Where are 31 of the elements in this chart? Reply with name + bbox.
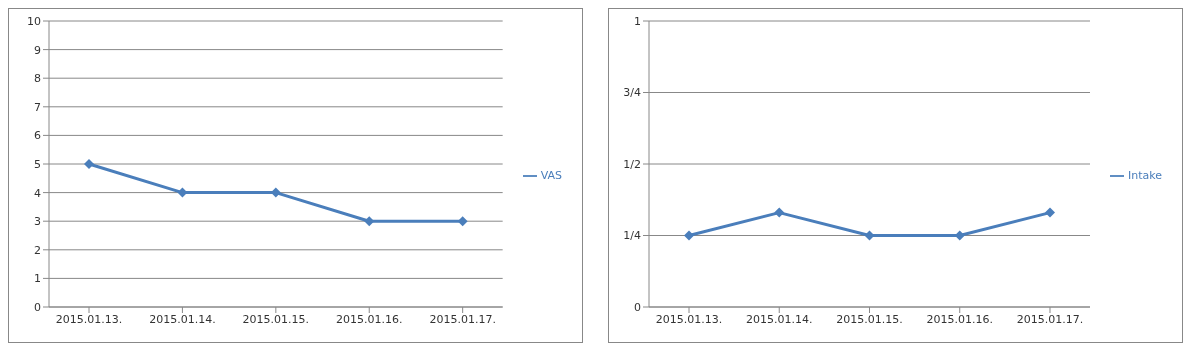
- y-tick-label: 0: [634, 300, 641, 314]
- x-tick-label: 2015.01.16.: [926, 312, 993, 326]
- y-tick-label: 3: [34, 215, 41, 229]
- x-tick-label: 2015.01.13.: [55, 312, 123, 326]
- x-tick-label: 2015.01.15.: [836, 312, 903, 326]
- y-tick-label: 0: [34, 300, 41, 314]
- legend-label: Intake: [1127, 168, 1162, 182]
- y-tick-label: 2: [34, 243, 41, 257]
- x-tick-label: 2015.01.14.: [746, 312, 813, 326]
- y-tick-label: 1/4: [623, 229, 641, 243]
- y-tick-label: 10: [27, 14, 41, 28]
- x-tick-label: 2015.01.16.: [336, 312, 403, 326]
- x-tick-label: 2015.01.17.: [429, 312, 496, 326]
- point: [457, 216, 468, 227]
- y-tick-label: 1: [634, 14, 641, 28]
- x-tick-label: 2015.01.13.: [655, 312, 723, 326]
- y-tick-label: 3/4: [623, 86, 641, 100]
- x-tick-label: 2015.01.17.: [1016, 312, 1084, 326]
- x-tick-label: 2015.01.15.: [242, 312, 310, 326]
- y-tick-label: 1: [34, 272, 41, 286]
- y-tick-label: 4: [34, 186, 41, 200]
- x-tick-label: 2015.01.14.: [149, 312, 216, 326]
- y-tick-label: 9: [34, 43, 41, 57]
- y-tick-label: 5: [34, 157, 41, 171]
- y-tick-label: 7: [34, 100, 41, 114]
- y-tick-label: 6: [34, 129, 41, 143]
- point: [84, 159, 94, 169]
- legend-label: VAS: [540, 168, 562, 182]
- point: [364, 216, 375, 227]
- y-tick-label: 8: [34, 72, 41, 86]
- y-tick-label: 1/2: [623, 157, 641, 171]
